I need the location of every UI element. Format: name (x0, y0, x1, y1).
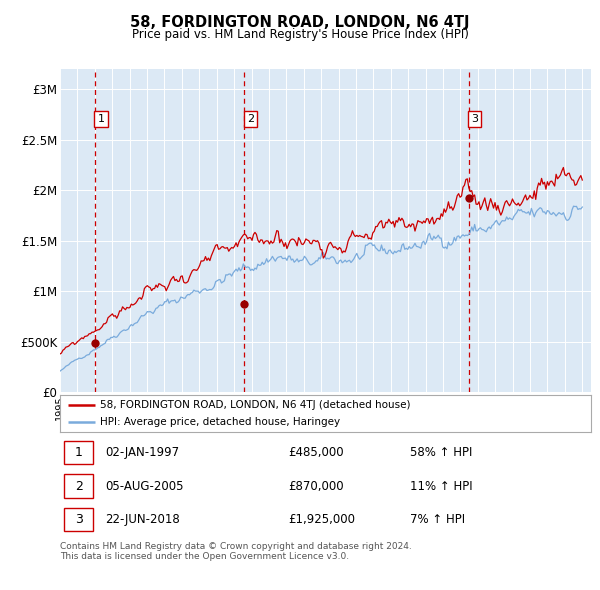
Text: 11% ↑ HPI: 11% ↑ HPI (410, 480, 473, 493)
Text: 2: 2 (247, 114, 254, 124)
Text: 3: 3 (471, 114, 478, 124)
Text: £485,000: £485,000 (289, 446, 344, 459)
Text: 58, FORDINGTON ROAD, LONDON, N6 4TJ (detached house): 58, FORDINGTON ROAD, LONDON, N6 4TJ (det… (100, 400, 410, 410)
FancyBboxPatch shape (64, 474, 94, 498)
Text: 58% ↑ HPI: 58% ↑ HPI (410, 446, 473, 459)
Text: £870,000: £870,000 (289, 480, 344, 493)
Text: Price paid vs. HM Land Registry's House Price Index (HPI): Price paid vs. HM Land Registry's House … (131, 28, 469, 41)
Text: 58, FORDINGTON ROAD, LONDON, N6 4TJ: 58, FORDINGTON ROAD, LONDON, N6 4TJ (130, 15, 470, 30)
Text: 1: 1 (98, 114, 104, 124)
Text: 7% ↑ HPI: 7% ↑ HPI (410, 513, 466, 526)
Text: 05-AUG-2005: 05-AUG-2005 (105, 480, 184, 493)
Text: HPI: Average price, detached house, Haringey: HPI: Average price, detached house, Hari… (100, 417, 340, 427)
Text: Contains HM Land Registry data © Crown copyright and database right 2024.
This d: Contains HM Land Registry data © Crown c… (60, 542, 412, 561)
Text: 2: 2 (75, 480, 83, 493)
Text: 02-JAN-1997: 02-JAN-1997 (105, 446, 179, 459)
FancyBboxPatch shape (64, 508, 94, 532)
Text: 1: 1 (75, 446, 83, 459)
Text: 3: 3 (75, 513, 83, 526)
Text: 22-JUN-2018: 22-JUN-2018 (105, 513, 180, 526)
FancyBboxPatch shape (64, 441, 94, 464)
Text: £1,925,000: £1,925,000 (289, 513, 355, 526)
